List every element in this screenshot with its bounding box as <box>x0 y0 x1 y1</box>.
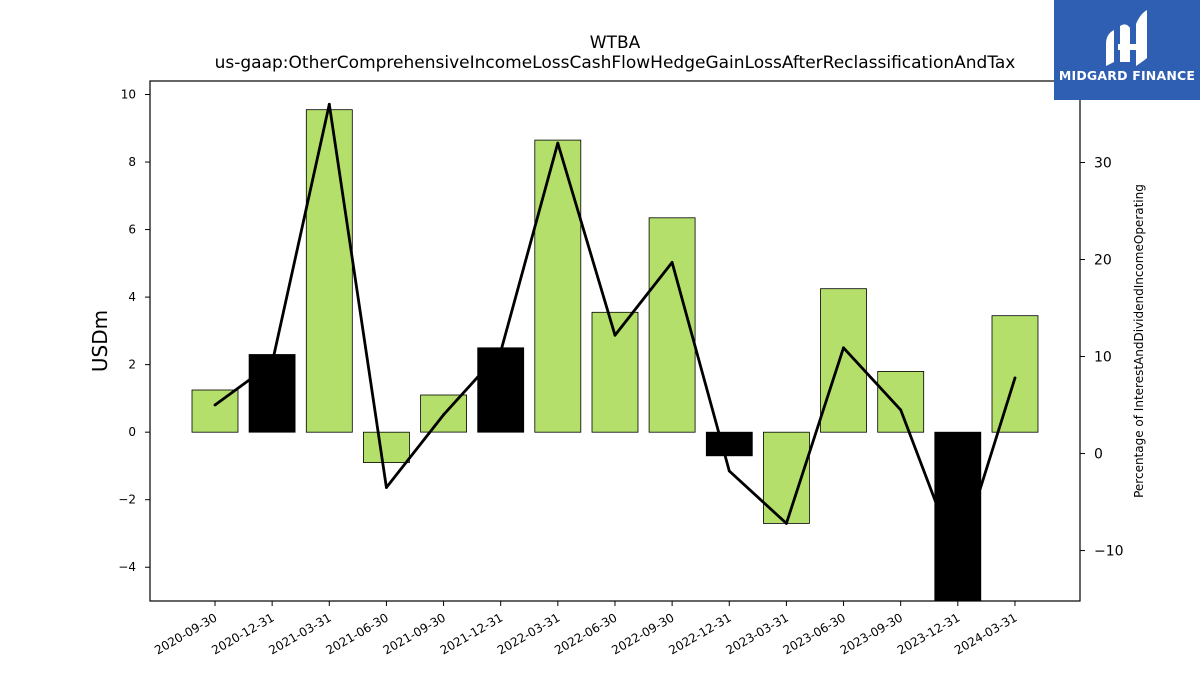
x-tick-label: 2022-06-30 <box>552 610 619 657</box>
y-tick-label: 2 <box>128 358 136 372</box>
bar <box>534 139 582 433</box>
bar-series <box>191 109 1039 602</box>
bar <box>362 431 410 464</box>
y-tick-label: −4 <box>118 560 136 574</box>
x-axis: 2020-09-302020-12-312021-03-312021-06-30… <box>152 601 1019 657</box>
y2-tick-label: −10 <box>1094 544 1124 560</box>
x-tick-label: 2023-09-30 <box>838 610 905 657</box>
line-point <box>899 408 903 412</box>
bar <box>820 288 867 433</box>
y-tick-label: 8 <box>128 155 136 169</box>
bar <box>877 370 925 433</box>
bar <box>705 431 753 457</box>
line-point <box>785 522 788 525</box>
line-point <box>499 350 503 354</box>
brand-logo: MIDGARD FINANCE <box>1054 0 1200 100</box>
logo-text: MIDGARD FINANCE <box>1058 68 1196 83</box>
bar <box>305 109 353 433</box>
x-tick-label: 2022-12-31 <box>666 610 733 657</box>
x-tick-label: 2023-03-31 <box>723 610 790 657</box>
line-series <box>213 102 1017 562</box>
y-axis-right: −10 0 10 20 30 <box>1080 155 1124 560</box>
line-point <box>727 469 731 473</box>
line-point <box>385 486 388 489</box>
line-point <box>1013 376 1017 380</box>
x-tick-label: 2021-06-30 <box>324 610 391 657</box>
line-point <box>442 413 445 417</box>
line-point <box>327 102 331 106</box>
x-tick-label: 2022-09-30 <box>609 610 676 657</box>
logo-mark-icon <box>1106 10 1147 66</box>
line-point <box>956 558 960 562</box>
chart-subtitle: us-gaap:OtherComprehensiveIncomeLossCash… <box>215 53 1016 73</box>
x-tick-label: 2023-06-30 <box>781 610 848 657</box>
y-tick-label: 6 <box>128 223 136 237</box>
y2-tick-label: 10 <box>1094 350 1112 366</box>
y2-axis-label: Percentage of InterestAndDividendIncomeO… <box>1132 184 1146 498</box>
line-point <box>556 141 560 145</box>
line-point <box>213 403 217 407</box>
bar <box>648 217 696 433</box>
line-point <box>270 361 274 365</box>
line-point <box>842 346 845 350</box>
bar <box>991 315 1039 433</box>
bar <box>248 354 296 433</box>
y-axis-label: USDm <box>88 310 112 372</box>
x-tick-label: 2020-12-31 <box>209 610 276 657</box>
y2-tick-label: 0 <box>1094 447 1103 463</box>
line-point <box>613 333 617 337</box>
chart-title: WTBA <box>590 33 641 53</box>
x-tick-label: 2021-03-31 <box>266 610 333 657</box>
x-tick-label: 2023-12-31 <box>895 610 962 657</box>
x-tick-label: 2021-12-31 <box>438 610 505 657</box>
bar <box>477 347 525 433</box>
x-tick-label: 2020-09-30 <box>152 610 219 657</box>
x-tick-label: 2024-03-31 <box>952 610 1019 657</box>
bar <box>591 311 639 433</box>
y2-tick-label: 20 <box>1094 253 1112 269</box>
y-tick-label: 0 <box>128 425 136 439</box>
x-tick-label: 2021-09-30 <box>381 610 448 657</box>
x-tick-label: 2022-03-31 <box>495 610 562 657</box>
y-tick-label: 4 <box>128 290 136 304</box>
y2-tick-label: 30 <box>1094 155 1112 171</box>
y-tick-label: −2 <box>118 493 136 507</box>
y-tick-label: 10 <box>121 88 136 102</box>
y-axis-left: −4 −2 0 2 4 6 8 10 <box>118 88 150 574</box>
line-point <box>670 261 674 264</box>
bar <box>191 389 239 433</box>
